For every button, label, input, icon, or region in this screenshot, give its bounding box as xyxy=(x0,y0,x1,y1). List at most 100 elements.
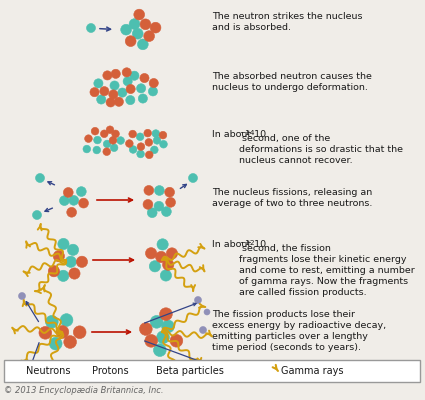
Circle shape xyxy=(87,24,96,32)
Text: Beta particles: Beta particles xyxy=(156,366,224,376)
Circle shape xyxy=(68,244,79,256)
Circle shape xyxy=(76,187,86,196)
Circle shape xyxy=(162,320,174,333)
Circle shape xyxy=(112,130,119,138)
Circle shape xyxy=(48,266,60,277)
Text: second, the fission
fragments lose their kinetic energy
and come to rest, emitti: second, the fission fragments lose their… xyxy=(239,244,415,298)
Circle shape xyxy=(94,136,101,144)
Circle shape xyxy=(148,87,158,96)
Circle shape xyxy=(129,146,137,153)
Circle shape xyxy=(49,337,62,350)
Circle shape xyxy=(159,308,172,320)
Circle shape xyxy=(36,174,45,182)
Text: second, one of the
deformations is so drastic that the
nucleus cannot recover.: second, one of the deformations is so dr… xyxy=(239,134,403,165)
Circle shape xyxy=(39,326,52,339)
Circle shape xyxy=(90,88,99,97)
Circle shape xyxy=(76,256,88,268)
Circle shape xyxy=(125,36,136,46)
Circle shape xyxy=(134,9,144,20)
Circle shape xyxy=(96,95,106,104)
Circle shape xyxy=(138,94,147,103)
Circle shape xyxy=(111,69,120,78)
Circle shape xyxy=(153,136,161,144)
Text: −14: −14 xyxy=(239,130,255,136)
Circle shape xyxy=(145,151,153,159)
Circle shape xyxy=(140,74,149,83)
Circle shape xyxy=(150,146,158,154)
Circle shape xyxy=(166,248,178,259)
Circle shape xyxy=(58,270,69,282)
Circle shape xyxy=(53,250,65,262)
Circle shape xyxy=(132,28,143,39)
Circle shape xyxy=(199,326,207,334)
Circle shape xyxy=(13,366,23,376)
Circle shape xyxy=(100,130,108,138)
Circle shape xyxy=(109,90,118,99)
Circle shape xyxy=(123,77,132,86)
Circle shape xyxy=(85,135,92,142)
Circle shape xyxy=(162,207,171,216)
Text: Protons: Protons xyxy=(92,366,129,376)
Text: The fission products lose their
excess energy by radioactive decay,
emitting par: The fission products lose their excess e… xyxy=(212,310,386,352)
Circle shape xyxy=(121,24,131,35)
Circle shape xyxy=(125,140,133,147)
Text: © 2013 Encyclopædia Britannica, Inc.: © 2013 Encyclopædia Britannica, Inc. xyxy=(4,386,164,395)
Circle shape xyxy=(103,148,110,156)
Circle shape xyxy=(94,79,103,88)
Circle shape xyxy=(189,174,198,182)
Text: Neutrons: Neutrons xyxy=(26,366,71,376)
Circle shape xyxy=(122,68,131,77)
Circle shape xyxy=(67,207,76,217)
Circle shape xyxy=(60,314,73,326)
Text: The neutron strikes the nucleus
and is absorbed.: The neutron strikes the nucleus and is a… xyxy=(212,12,363,32)
Circle shape xyxy=(64,336,76,348)
Text: The absorbed neutron causes the
nucleus to undergo deformation.: The absorbed neutron causes the nucleus … xyxy=(212,72,372,92)
Circle shape xyxy=(65,256,76,268)
Circle shape xyxy=(143,200,153,209)
Circle shape xyxy=(152,130,160,137)
Circle shape xyxy=(166,198,176,207)
Circle shape xyxy=(136,133,144,140)
Text: In about 10: In about 10 xyxy=(212,240,266,249)
Circle shape xyxy=(144,129,152,137)
Circle shape xyxy=(147,208,157,218)
Circle shape xyxy=(114,97,124,106)
Text: The nucleus fissions, releasing an
average of two to three neutrons.: The nucleus fissions, releasing an avera… xyxy=(212,188,372,208)
Circle shape xyxy=(63,188,73,197)
Circle shape xyxy=(145,138,153,146)
Circle shape xyxy=(129,130,136,138)
Circle shape xyxy=(83,145,91,153)
Circle shape xyxy=(157,239,168,250)
Circle shape xyxy=(32,210,42,220)
Circle shape xyxy=(157,331,170,344)
Circle shape xyxy=(137,150,144,158)
Circle shape xyxy=(149,78,159,88)
FancyBboxPatch shape xyxy=(4,360,420,382)
Circle shape xyxy=(156,251,167,263)
Text: −12: −12 xyxy=(239,240,255,246)
Circle shape xyxy=(126,84,135,94)
Circle shape xyxy=(165,187,175,197)
Circle shape xyxy=(130,71,139,80)
Circle shape xyxy=(150,22,161,33)
Circle shape xyxy=(163,259,174,270)
Circle shape xyxy=(91,127,99,135)
Circle shape xyxy=(103,71,112,80)
Circle shape xyxy=(56,326,69,338)
Circle shape xyxy=(45,316,58,328)
Circle shape xyxy=(153,344,166,356)
Circle shape xyxy=(160,270,172,281)
Circle shape xyxy=(117,137,125,144)
Circle shape xyxy=(145,248,157,259)
Circle shape xyxy=(126,96,135,105)
Circle shape xyxy=(100,86,109,96)
Circle shape xyxy=(93,146,101,154)
Circle shape xyxy=(144,367,152,375)
Circle shape xyxy=(60,196,69,206)
Circle shape xyxy=(58,238,69,250)
Circle shape xyxy=(139,323,152,335)
Circle shape xyxy=(110,144,118,152)
Circle shape xyxy=(137,39,148,50)
Circle shape xyxy=(159,131,167,139)
Circle shape xyxy=(160,140,167,148)
